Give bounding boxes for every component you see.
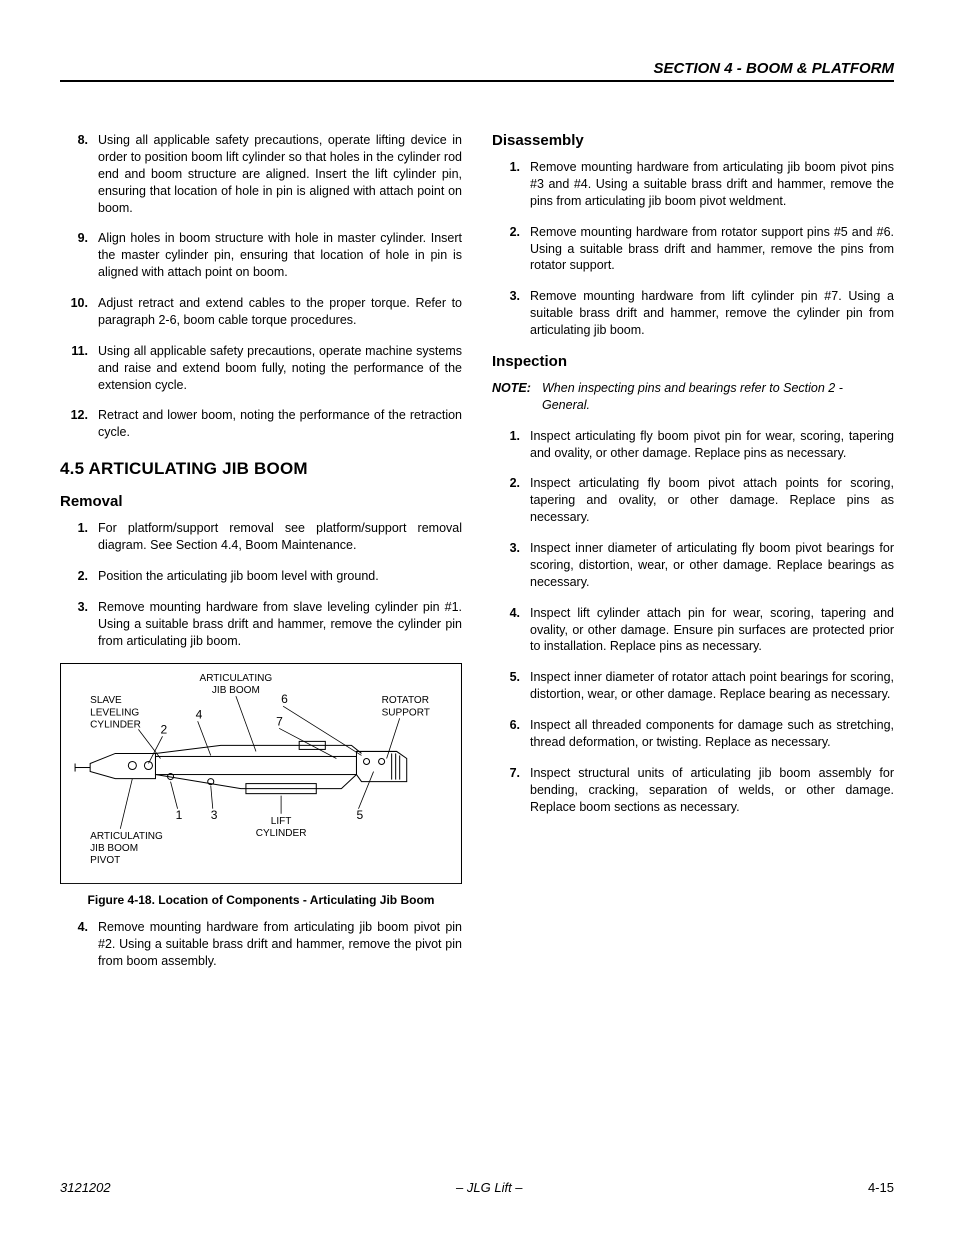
list-item: 3.Inspect inner diameter of articulating… [492, 540, 894, 591]
note-label: NOTE: [492, 380, 542, 414]
svg-text:LEVELING: LEVELING [90, 708, 139, 719]
note-text: When inspecting pins and bearings refer … [542, 380, 894, 414]
list-item: 12.Retract and lower boom, noting the pe… [60, 407, 462, 441]
list-item: 3.Remove mounting hardware from lift cyl… [492, 288, 894, 339]
list-item-number: 4. [492, 605, 530, 656]
svg-text:3: 3 [211, 808, 218, 822]
list-item-text: Position the articulating jib boom level… [98, 568, 462, 585]
list-item-number: 5. [492, 669, 530, 703]
svg-text:PIVOT: PIVOT [90, 855, 120, 866]
svg-text:7: 7 [276, 715, 283, 729]
list-item: 8.Using all applicable safety precaution… [60, 132, 462, 216]
list-item-text: Remove mounting hardware from rotator su… [530, 224, 894, 275]
list-item: 10.Adjust retract and extend cables to t… [60, 295, 462, 329]
list-item-number: 1. [492, 159, 530, 210]
svg-text:CYLINDER: CYLINDER [256, 828, 307, 839]
list-item-number: 1. [492, 428, 530, 462]
disassembly-list: 1.Remove mounting hardware from articula… [492, 159, 894, 339]
svg-text:SLAVE: SLAVE [90, 696, 122, 707]
list-item: 7.Inspect structural units of articulati… [492, 765, 894, 816]
list-item-text: Inspect lift cylinder attach pin for wea… [530, 605, 894, 656]
list-item-number: 9. [60, 230, 98, 281]
list-item-number: 2. [492, 224, 530, 275]
list-item-text: Inspect all threaded components for dama… [530, 717, 894, 751]
list-item: 2.Inspect articulating fly boom pivot at… [492, 475, 894, 526]
list-item: 4.Inspect lift cylinder attach pin for w… [492, 605, 894, 656]
svg-text:JIB BOOM: JIB BOOM [212, 686, 260, 697]
list-item-text: Inspect inner diameter of articulating f… [530, 540, 894, 591]
disassembly-heading: Disassembly [492, 132, 894, 149]
svg-text:ARTICULATING: ARTICULATING [200, 673, 273, 684]
list-item: 2.Position the articulating jib boom lev… [60, 568, 462, 585]
inspection-heading: Inspection [492, 353, 894, 370]
removal-list: 1.For platform/support removal see platf… [60, 520, 462, 649]
list-item: 6.Inspect all threaded components for da… [492, 717, 894, 751]
page-footer: 3121202 – JLG Lift – 4-15 [60, 1180, 894, 1195]
list-item-text: Inspect inner diameter of rotator attach… [530, 669, 894, 703]
figure-diagram: ARTICULATING JIB BOOM SLAVE LEVELING CYL… [60, 663, 462, 884]
list-item-text: Adjust retract and extend cables to the … [98, 295, 462, 329]
list-item-number: 3. [492, 288, 530, 339]
svg-text:5: 5 [356, 808, 363, 822]
list-item-number: 1. [60, 520, 98, 554]
list-item-number: 7. [492, 765, 530, 816]
list-item-number: 6. [492, 717, 530, 751]
svg-text:JIB BOOM: JIB BOOM [90, 843, 138, 854]
inspection-list: 1.Inspect articulating fly boom pivot pi… [492, 428, 894, 816]
list-item: 1.For platform/support removal see platf… [60, 520, 462, 554]
list-item-number: 10. [60, 295, 98, 329]
svg-text:LIFT: LIFT [271, 816, 292, 827]
right-column: Disassembly 1.Remove mounting hardware f… [492, 132, 894, 984]
list-item: 5.Inspect inner diameter of rotator atta… [492, 669, 894, 703]
svg-text:6: 6 [281, 693, 288, 707]
list-item-text: Remove mounting hardware from lift cylin… [530, 288, 894, 339]
list-item-text: Inspect structural units of articulating… [530, 765, 894, 816]
svg-text:ROTATOR: ROTATOR [382, 696, 429, 707]
list-item-text: Using all applicable safety precautions,… [98, 343, 462, 394]
footer-left: 3121202 [60, 1180, 111, 1195]
list-item-number: 3. [492, 540, 530, 591]
list-item: 2.Remove mounting hardware from rotator … [492, 224, 894, 275]
removal-list-cont: 4.Remove mounting hardware from articula… [60, 919, 462, 970]
list-item-text: Inspect articulating fly boom pivot pin … [530, 428, 894, 462]
list-item: 3.Remove mounting hardware from slave le… [60, 599, 462, 650]
figure-caption: Figure 4-18. Location of Components - Ar… [60, 893, 462, 909]
header-rule [60, 80, 894, 82]
list-item-number: 8. [60, 132, 98, 216]
list-item-number: 4. [60, 919, 98, 970]
list-item-number: 2. [492, 475, 530, 526]
list-item-text: Using all applicable safety precautions,… [98, 132, 462, 216]
list-item-text: Remove mounting hardware from articulati… [98, 919, 462, 970]
list-item-number: 3. [60, 599, 98, 650]
list-item-text: Align holes in boom structure with hole … [98, 230, 462, 281]
svg-text:ARTICULATING: ARTICULATING [90, 831, 163, 842]
list-item-text: Remove mounting hardware from articulati… [530, 159, 894, 210]
list-item: 1.Inspect articulating fly boom pivot pi… [492, 428, 894, 462]
svg-text:CYLINDER: CYLINDER [90, 720, 141, 731]
list-item-text: Remove mounting hardware from slave leve… [98, 599, 462, 650]
svg-text:4: 4 [196, 708, 203, 722]
list-item-text: Retract and lower boom, noting the perfo… [98, 407, 462, 441]
section-heading: SECTION 4 - BOOM & PLATFORM [60, 60, 894, 77]
list-item-text: For platform/support removal see platfor… [98, 520, 462, 554]
list-item-text: Inspect articulating fly boom pivot atta… [530, 475, 894, 526]
svg-text:1: 1 [176, 808, 183, 822]
list-item-number: 2. [60, 568, 98, 585]
inspection-note: NOTE: When inspecting pins and bearings … [492, 380, 894, 414]
list-item-number: 11. [60, 343, 98, 394]
footer-center: – JLG Lift – [456, 1180, 522, 1195]
footer-right: 4-15 [868, 1180, 894, 1195]
left-column: 8.Using all applicable safety precaution… [60, 132, 462, 984]
svg-text:SUPPORT: SUPPORT [382, 708, 430, 719]
figure-4-18: ARTICULATING JIB BOOM SLAVE LEVELING CYL… [60, 663, 462, 909]
list-item-number: 12. [60, 407, 98, 441]
removal-heading: Removal [60, 493, 462, 510]
list-item: 1.Remove mounting hardware from articula… [492, 159, 894, 210]
list-item: 11.Using all applicable safety precautio… [60, 343, 462, 394]
continuation-list: 8.Using all applicable safety precaution… [60, 132, 462, 441]
section-title-4-5: 4.5 ARTICULATING JIB BOOM [60, 459, 462, 479]
list-item: 9.Align holes in boom structure with hol… [60, 230, 462, 281]
list-item: 4.Remove mounting hardware from articula… [60, 919, 462, 970]
svg-text:2: 2 [161, 723, 168, 737]
